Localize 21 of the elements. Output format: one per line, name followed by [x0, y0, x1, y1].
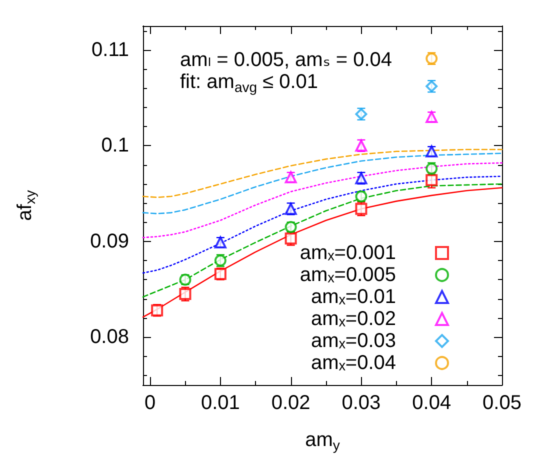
line-series — [142, 162, 503, 238]
legend-label: amₓ=0.01 — [311, 286, 396, 308]
point — [355, 202, 368, 215]
legend-label: amₓ=0.005 — [300, 264, 396, 286]
x-tick-label: 0 — [144, 392, 156, 414]
annotation: amₗ = 0.005, amₛ = 0.04 — [180, 49, 392, 71]
legend-label: amₓ=0.02 — [311, 308, 396, 330]
x-tick-label: 0.05 — [482, 392, 522, 414]
y-axis-title: afxy — [14, 190, 38, 221]
x-tick-label: 0.04 — [412, 392, 452, 414]
x-tick-label: 0.02 — [271, 392, 310, 414]
y-tick-label: 0.11 — [92, 38, 129, 61]
x-tick-label: 0.01 — [200, 392, 240, 414]
y-tick-label: 0.09 — [90, 230, 129, 252]
legend-label: amₓ=0.03 — [311, 330, 396, 352]
x-tick-label: 0.03 — [342, 392, 381, 414]
y-tick-label: 0.08 — [90, 326, 129, 348]
y-tick-label: 0.1 — [101, 134, 129, 157]
legend-label: amₓ=0.001 — [300, 242, 396, 264]
point — [426, 174, 438, 186]
legend-label: amₓ=0.04 — [311, 352, 396, 374]
